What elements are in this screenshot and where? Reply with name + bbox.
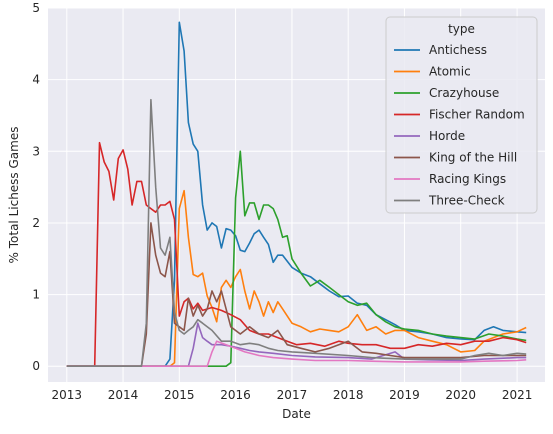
- x-tick-label: 2015: [164, 388, 195, 402]
- legend-label: Antichess: [429, 43, 487, 57]
- x-tick-label: 2017: [277, 388, 308, 402]
- series-line-fischer-random: [66, 141, 527, 367]
- legend-label: Crazyhouse: [429, 86, 499, 100]
- series-line-crazyhouse: [66, 150, 527, 367]
- legend: type Antichess Atomic Crazyhouse Fischer Ra…: [385, 16, 538, 214]
- y-axis-label: % Total Lichess Games: [7, 127, 21, 264]
- series-lines: [66, 21, 527, 367]
- legend-label: Racing Kings: [429, 172, 506, 186]
- legend-label: King of the Hill: [429, 151, 517, 165]
- legend-label: Three-Check: [428, 194, 505, 208]
- legend-title: type: [448, 22, 475, 36]
- y-tick-label: 3: [32, 144, 40, 158]
- x-tick-label: 2014: [108, 388, 139, 402]
- series-line-racing-kings: [66, 340, 527, 367]
- legend-label: Atomic: [429, 65, 471, 79]
- x-tick-label: 2016: [220, 388, 251, 402]
- legend-label: Horde: [429, 129, 465, 143]
- y-tick-label: 0: [32, 359, 40, 373]
- y-tick-label: 4: [32, 73, 40, 87]
- y-tick-label: 2: [32, 216, 40, 230]
- series-line-king-of-the-hill: [66, 222, 527, 367]
- y-tick-label: 5: [32, 1, 40, 15]
- legend-box: [385, 16, 538, 214]
- x-tick-label: 2019: [389, 388, 420, 402]
- x-tick-label: 2020: [445, 388, 476, 402]
- x-axis-ticks: 2013 2014 2015 2016 2017 2018 2019 2020 2021: [52, 388, 533, 402]
- series-line-three-check: [66, 98, 527, 367]
- y-axis-ticks: 0 1 2 3 4 5: [32, 1, 40, 373]
- y-tick-label: 1: [32, 288, 40, 302]
- x-tick-label: 2018: [333, 388, 364, 402]
- x-tick-label: 2021: [502, 388, 533, 402]
- x-tick-label: 2013: [52, 388, 83, 402]
- legend-items: Antichess Atomic Crazyhouse Fischer Random H…: [394, 43, 525, 208]
- x-axis-label: Date: [282, 407, 311, 421]
- legend-label: Fischer Random: [429, 108, 525, 122]
- series-line-atomic: [66, 189, 527, 367]
